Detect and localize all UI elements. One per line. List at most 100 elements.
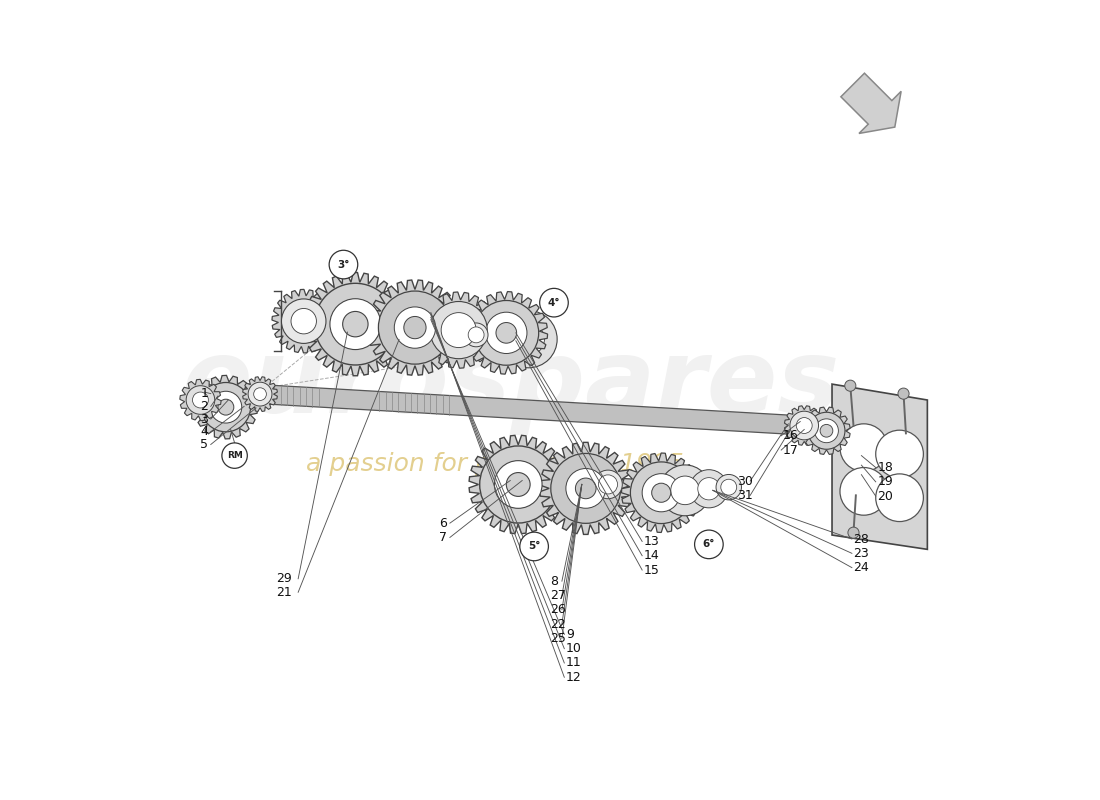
Circle shape (720, 479, 737, 495)
Polygon shape (272, 290, 336, 353)
Circle shape (575, 478, 596, 498)
Circle shape (642, 474, 680, 512)
Text: 24: 24 (854, 561, 869, 574)
Circle shape (651, 483, 671, 502)
Circle shape (598, 475, 617, 494)
Circle shape (249, 382, 272, 406)
Circle shape (840, 424, 888, 471)
Polygon shape (803, 407, 850, 454)
Circle shape (480, 446, 557, 523)
Circle shape (210, 391, 242, 423)
Circle shape (404, 317, 426, 338)
Circle shape (464, 323, 488, 346)
Circle shape (222, 443, 248, 468)
Polygon shape (243, 377, 277, 411)
Polygon shape (224, 382, 844, 438)
Text: 8: 8 (550, 574, 558, 588)
Circle shape (540, 288, 569, 317)
Circle shape (840, 467, 888, 515)
Text: 30: 30 (737, 474, 752, 487)
Circle shape (330, 298, 381, 350)
Circle shape (808, 412, 845, 450)
Text: 31: 31 (737, 489, 752, 502)
Circle shape (790, 411, 818, 440)
Circle shape (660, 465, 711, 516)
Circle shape (486, 312, 527, 354)
Text: 22: 22 (550, 618, 565, 630)
Polygon shape (784, 406, 824, 446)
Circle shape (315, 283, 396, 365)
Circle shape (292, 309, 317, 334)
Text: eurospares: eurospares (182, 334, 839, 434)
Circle shape (594, 470, 623, 498)
Circle shape (565, 469, 606, 508)
Text: 11: 11 (565, 657, 582, 670)
Polygon shape (840, 73, 901, 134)
Text: 28: 28 (854, 533, 869, 546)
Circle shape (506, 473, 530, 497)
Text: 23: 23 (854, 547, 869, 560)
Circle shape (694, 530, 723, 558)
Polygon shape (465, 291, 548, 374)
Polygon shape (832, 384, 927, 550)
Text: 7: 7 (439, 531, 447, 544)
Text: 16: 16 (783, 430, 799, 442)
Circle shape (690, 470, 728, 508)
Circle shape (282, 299, 326, 343)
Circle shape (329, 250, 358, 279)
Circle shape (192, 392, 208, 408)
Polygon shape (304, 273, 407, 376)
Polygon shape (179, 379, 221, 421)
Circle shape (520, 532, 549, 561)
Circle shape (474, 301, 539, 366)
Text: 10: 10 (565, 642, 582, 655)
Circle shape (898, 388, 909, 399)
Circle shape (218, 399, 234, 415)
Text: 6°: 6° (703, 539, 715, 550)
Circle shape (343, 311, 368, 337)
Text: 2: 2 (200, 400, 208, 413)
Text: 1: 1 (200, 387, 208, 400)
Circle shape (494, 461, 542, 508)
Text: 18: 18 (878, 461, 893, 474)
Text: 3°: 3° (338, 259, 350, 270)
Text: 6: 6 (439, 517, 447, 530)
Text: 5: 5 (200, 438, 208, 451)
Circle shape (671, 476, 700, 505)
Text: a passion for parts since 1985: a passion for parts since 1985 (306, 451, 683, 475)
Text: 12: 12 (565, 670, 582, 684)
Text: 19: 19 (878, 475, 893, 488)
Circle shape (821, 425, 833, 437)
Circle shape (186, 386, 214, 414)
Text: 5°: 5° (528, 542, 540, 551)
Circle shape (499, 310, 558, 368)
Circle shape (254, 388, 266, 401)
Circle shape (876, 474, 923, 522)
Circle shape (814, 419, 838, 442)
Circle shape (845, 380, 856, 391)
Circle shape (469, 327, 484, 343)
Circle shape (716, 474, 741, 500)
Text: 4: 4 (200, 426, 208, 438)
Text: 26: 26 (550, 603, 565, 616)
Text: 4°: 4° (548, 298, 560, 308)
Text: 9: 9 (565, 628, 574, 641)
Text: 3: 3 (200, 413, 208, 426)
Circle shape (496, 322, 517, 343)
Circle shape (378, 291, 451, 364)
Text: 15: 15 (644, 563, 660, 577)
Circle shape (796, 418, 812, 434)
Text: 14: 14 (644, 550, 660, 562)
Text: 27: 27 (550, 589, 565, 602)
Polygon shape (540, 442, 631, 534)
Circle shape (430, 302, 487, 358)
Text: 13: 13 (644, 535, 660, 548)
Text: 21: 21 (276, 586, 292, 598)
Text: RM: RM (227, 451, 242, 460)
Circle shape (551, 454, 620, 523)
Circle shape (201, 382, 251, 432)
Circle shape (876, 430, 923, 478)
Circle shape (441, 313, 476, 347)
Polygon shape (420, 292, 497, 368)
Text: 20: 20 (878, 490, 893, 502)
